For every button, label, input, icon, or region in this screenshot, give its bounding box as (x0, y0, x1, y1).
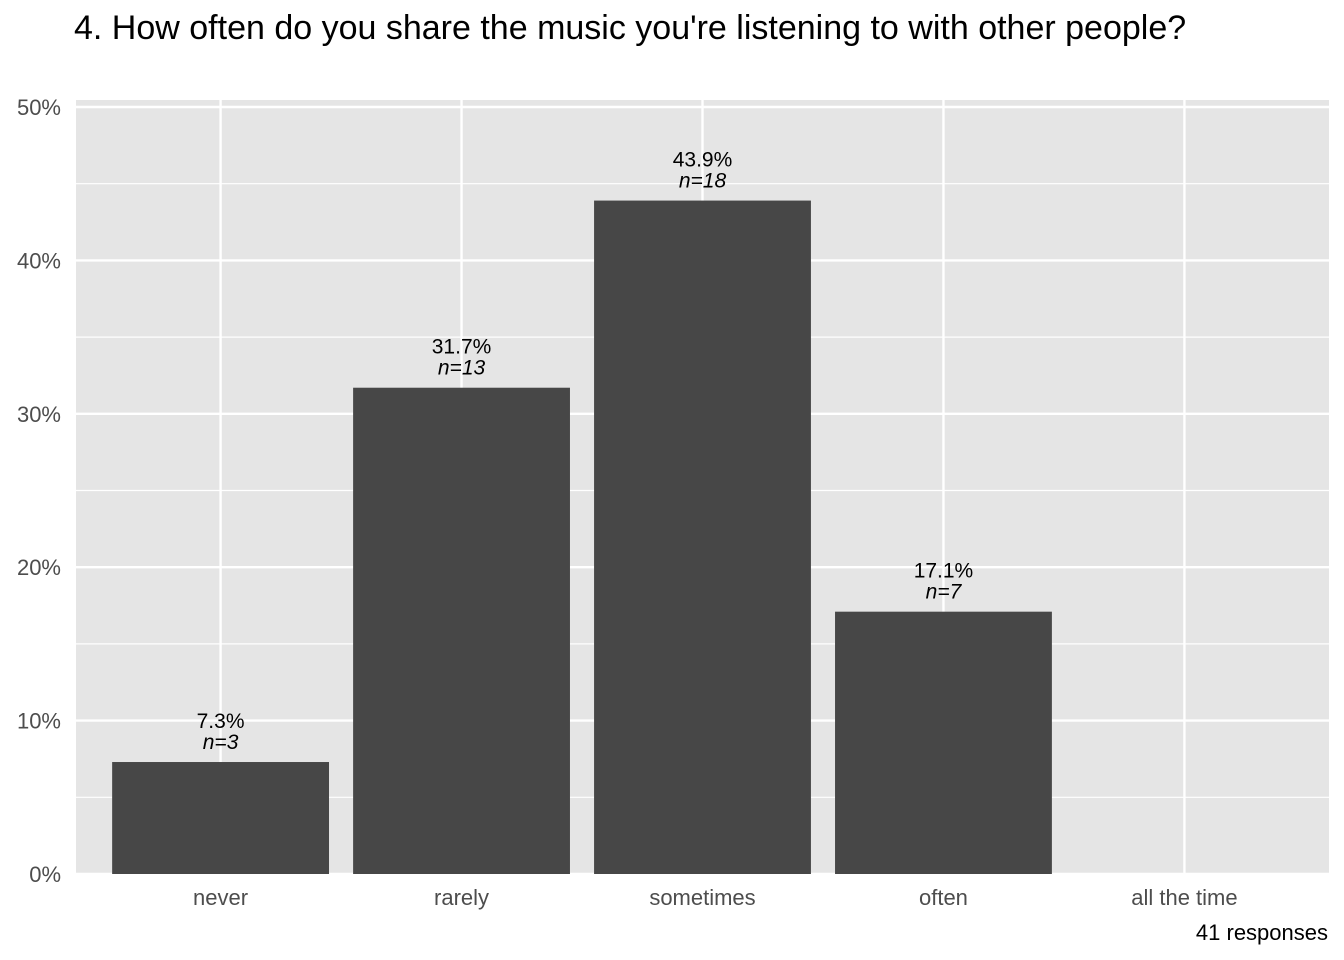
y-tick-label: 0% (29, 862, 61, 887)
y-tick-label: 20% (17, 555, 61, 580)
x-tick-label: sometimes (649, 885, 755, 910)
bar-count-label: n=3 (203, 731, 239, 754)
x-tick-label: never (193, 885, 248, 910)
bar-often (835, 611, 1052, 874)
x-tick-label: often (919, 885, 968, 910)
bar-value-label: 7.3% (197, 710, 245, 733)
bar-sometimes (594, 200, 811, 875)
bar-value-label: 43.9% (673, 149, 733, 172)
y-tick-label: 10% (17, 709, 61, 734)
chart-title: 4. How often do you share the music you'… (74, 9, 1187, 47)
y-tick-label: 30% (17, 402, 61, 427)
bar-rarely (353, 387, 570, 874)
x-tick-label: all the time (1131, 885, 1237, 910)
bar-count-label: n=13 (438, 357, 486, 380)
bar-value-label: 31.7% (432, 336, 492, 359)
y-tick-label: 50% (17, 95, 61, 120)
bar-count-label: n=18 (679, 170, 727, 193)
bar-never (112, 762, 330, 874)
x-tick-label: rarely (434, 885, 489, 910)
bar-value-label: 17.1% (914, 560, 974, 583)
y-tick-label: 40% (17, 248, 61, 273)
bar-count-label: n=7 (926, 581, 963, 604)
response-count-caption: 41 responses (1195, 920, 1328, 945)
